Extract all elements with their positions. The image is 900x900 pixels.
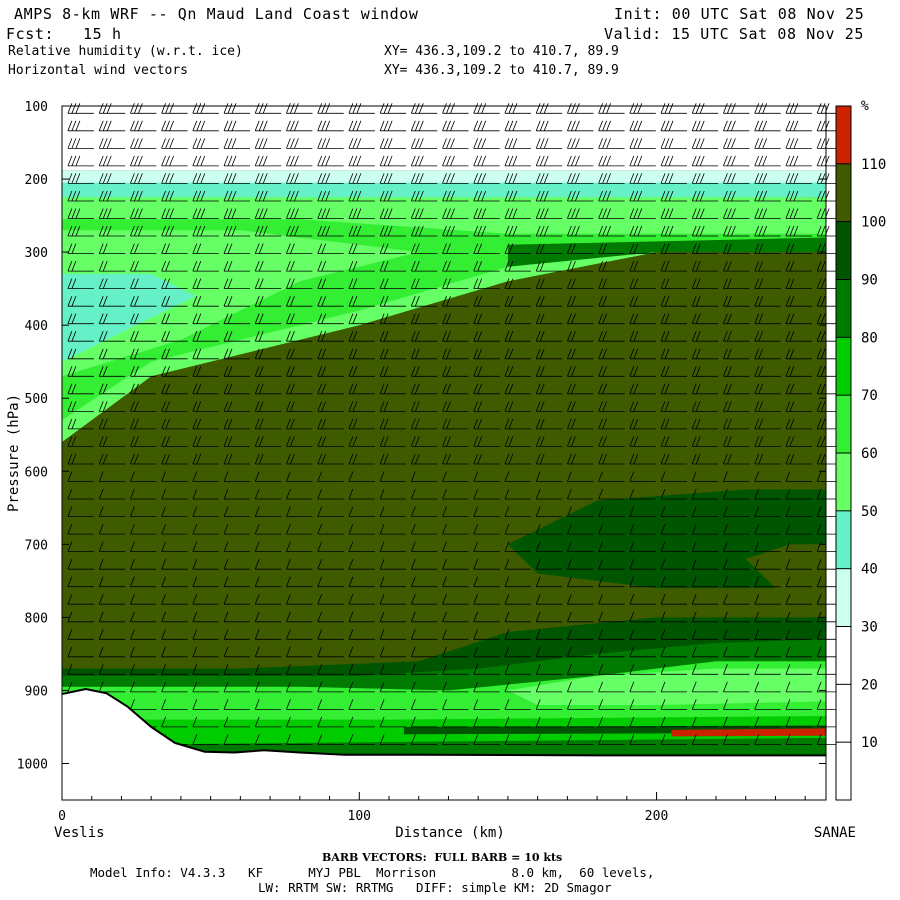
- x-start-location-label: Veslis: [54, 825, 105, 841]
- terrain-fill: [62, 689, 826, 800]
- colorbar-swatch: [836, 510, 851, 569]
- rh-surface-110: [671, 728, 826, 737]
- x-end-location-label: SANAE: [814, 825, 856, 841]
- y-tick-label: 600: [25, 465, 48, 480]
- field-label-wind: Horizontal wind vectors: [8, 63, 189, 78]
- rh-low-60: [507, 668, 826, 705]
- rh-tongue-100: [745, 544, 826, 589]
- colorbar-swatch: [836, 221, 851, 280]
- xy-range-1: XY= 436.3,109.2 to 410.7, 89.9: [384, 44, 619, 59]
- colorbar-swatch: [836, 163, 851, 222]
- x-tick-label: 100: [348, 809, 371, 824]
- plot-frame: [61, 105, 827, 801]
- barb-vectors-note: BARB VECTORS: FULL BARB = 10 kts: [322, 851, 563, 864]
- y-tick-label: 300: [25, 246, 48, 261]
- colorbar-swatch: [836, 395, 851, 453]
- y-tick-label: 200: [25, 173, 48, 188]
- y-tick-label: 900: [25, 684, 48, 699]
- figure-title: AMPS 8-km WRF -- Qn Maud Land Coast wind…: [14, 5, 419, 23]
- y-tick-label: 800: [25, 611, 48, 626]
- x-tick-label: 200: [645, 809, 668, 824]
- rh-dry-upper: [62, 106, 826, 171]
- x-axis-label: Distance (km): [395, 825, 505, 841]
- physics-info: LW: RRTM SW: RRTMG DIFF: simple KM: 2D S…: [258, 880, 612, 895]
- rh-tongue-90: [507, 489, 826, 589]
- colorbar-label: 70: [861, 388, 878, 404]
- forecast-hour: Fcst: 15 h: [6, 25, 122, 43]
- colorbar-label: 10: [861, 735, 878, 751]
- colorbar-swatch: [836, 453, 851, 511]
- colorbar-label: 50: [861, 504, 878, 520]
- colorbar-label: 110: [861, 157, 886, 173]
- colorbar-swatch: [836, 568, 851, 627]
- colorbar-swatch: [836, 684, 851, 743]
- y-axis-label: Pressure (hPa): [6, 394, 22, 512]
- y-tick-label: 500: [25, 392, 48, 407]
- valid-time: Valid: 15 UTC Sat 08 Nov 25: [604, 25, 865, 43]
- y-tick-label: 400: [25, 319, 48, 334]
- colorbar-label: 80: [861, 330, 878, 346]
- y-tick-label: 100: [25, 100, 48, 115]
- y-tick-label: 700: [25, 538, 48, 553]
- colorbar-unit: %: [861, 99, 869, 114]
- field-label-rh: Relative humidity (w.r.t. ice): [8, 44, 243, 59]
- colorbar-swatch: [836, 279, 851, 338]
- rh-wedge-60b: [62, 230, 419, 377]
- colorbar-swatch: [836, 337, 851, 396]
- init-time: Init: 00 UTC Sat 08 Nov 25: [614, 5, 865, 23]
- model-info: Model Info: V4.3.3 KF MYJ PBL Morrison 8…: [90, 865, 655, 880]
- xy-range-2: XY= 436.3,109.2 to 410.7, 89.9: [384, 63, 619, 78]
- colorbar-swatch: [836, 742, 851, 800]
- wind-barbs: [67, 103, 844, 745]
- colorbar-label: 40: [861, 562, 878, 578]
- colorbar-label: 30: [861, 620, 878, 636]
- colorbar-swatch: [836, 106, 851, 164]
- colorbar-swatch: [836, 626, 851, 685]
- terrain-outline: [61, 687, 826, 757]
- colorbar-label: 20: [861, 677, 878, 693]
- colorbar-label: 100: [861, 215, 886, 231]
- colorbar-label: 90: [861, 273, 878, 289]
- y-tick-label: 1000: [17, 757, 48, 772]
- x-tick-label: 0: [58, 809, 66, 824]
- rh-wedge-50: [62, 274, 196, 362]
- rh-band-90-top: [507, 237, 826, 267]
- colorbar-label: 60: [861, 446, 878, 462]
